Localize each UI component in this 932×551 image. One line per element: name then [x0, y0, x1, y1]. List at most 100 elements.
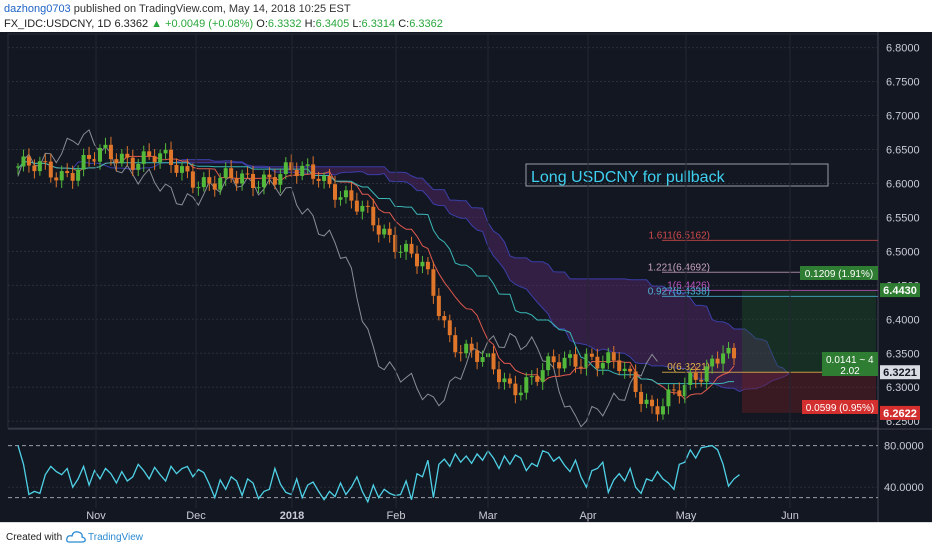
candle-body: [256, 187, 261, 189]
candle-body: [240, 173, 245, 184]
fib-level-label: 1.611(6.5162): [648, 230, 710, 241]
tenkan-line: [17, 155, 735, 401]
candle-body: [387, 228, 392, 235]
candle-body: [316, 178, 321, 181]
candle-body: [726, 347, 731, 354]
symbol-name[interactable]: FX_IDC:USDCNY, 1D: [4, 18, 112, 30]
candle-body: [283, 162, 288, 175]
candle-body: [141, 151, 146, 164]
x-tick-label: Feb: [387, 510, 406, 522]
candle-body: [245, 173, 250, 175]
candle-body: [16, 166, 20, 168]
x-tick-label: Dec: [186, 510, 206, 522]
candle-body: [54, 177, 59, 181]
candle-body: [327, 175, 332, 185]
candle-body: [524, 377, 529, 393]
candle-body: [622, 368, 627, 372]
candle-body: [595, 356, 600, 369]
candle-body: [354, 200, 359, 212]
candle-body: [174, 164, 179, 173]
candle-body: [436, 295, 441, 317]
candle-body: [251, 173, 256, 188]
rsi-tick-label: 80.0000: [884, 441, 924, 453]
tradingview-cloud-icon: [66, 531, 86, 543]
candle-body: [196, 187, 201, 189]
candle-body: [92, 158, 97, 162]
y-tick-label: 6.3000: [886, 382, 920, 394]
price-chart[interactable]: 6.8000 6.7500 6.7000 6.6500 6.6000 6.5500 6.50…: [0, 32, 932, 522]
candle-body: [617, 360, 622, 372]
candle-body: [431, 269, 436, 296]
candle-body: [529, 376, 534, 378]
candle-body: [333, 184, 338, 200]
candle-body: [540, 370, 545, 382]
candle-body: [158, 153, 163, 163]
candle-body: [546, 356, 551, 371]
candle-body: [551, 356, 556, 363]
y-tick-label: 6.7500: [886, 77, 920, 89]
candle-body: [568, 354, 573, 358]
candle-body: [76, 169, 81, 181]
candle-body: [300, 165, 305, 177]
close-label: C:: [398, 18, 410, 30]
x-tick-label: Mar: [479, 510, 498, 522]
target-label: 0.1209 (1.91%): [805, 269, 873, 280]
candle-body: [338, 197, 343, 200]
candle-body: [190, 171, 195, 188]
price-badge-bg: [880, 365, 920, 380]
candle-body: [229, 168, 234, 179]
tradingview-brand[interactable]: TradingView: [88, 532, 144, 543]
candle-body: [305, 164, 310, 166]
candle-body: [136, 163, 141, 170]
candle-body: [562, 357, 567, 369]
candle-body: [535, 376, 540, 382]
candle-body: [114, 159, 119, 164]
stop-label-bg: [802, 400, 878, 414]
candle-body: [480, 357, 485, 362]
candle-body: [453, 335, 458, 353]
candle-body: [163, 149, 168, 154]
high-value: 6.3405: [315, 18, 350, 30]
candle-body: [108, 144, 113, 160]
candle-body: [584, 353, 589, 368]
candle-body: [272, 177, 277, 185]
fib-level-label: 1.221(6.4692): [648, 262, 710, 273]
x-tick-label: Apr: [579, 510, 596, 522]
candle-body: [26, 156, 31, 166]
y-tick-label: 6.4000: [886, 314, 920, 326]
candle-body: [43, 161, 48, 163]
price-badge: 6.4430: [883, 285, 917, 297]
candle-body: [87, 154, 92, 159]
candle-body: [557, 362, 562, 369]
lagging-span-line: [17, 129, 658, 428]
candle-body: [70, 173, 75, 181]
close-value: 6.3362: [409, 18, 443, 30]
candle-body: [322, 175, 327, 181]
candle-body: [365, 205, 370, 207]
candle-body: [382, 228, 387, 235]
candle-body: [201, 177, 206, 188]
publisher-link[interactable]: dazhong0703: [4, 3, 71, 15]
low-value: 6.3314: [361, 18, 396, 30]
candle-body: [409, 243, 414, 254]
kijun-line: [17, 160, 734, 385]
candle-body: [420, 261, 425, 267]
up-arrow-icon: ▲: [151, 18, 163, 30]
candle-body: [311, 164, 316, 179]
candle-body: [404, 243, 409, 252]
candle-body: [606, 352, 611, 364]
candle-body: [464, 343, 469, 354]
chart-header: dazhong0703 published on TradingView.com…: [0, 0, 932, 32]
candle-body: [502, 378, 507, 383]
fib-level-label: 1(6.4426): [667, 280, 710, 291]
open-value: 6.3332: [267, 18, 302, 30]
candle-body: [371, 206, 376, 226]
candle-body: [130, 157, 135, 170]
candle-body: [518, 392, 523, 396]
candle-body: [721, 353, 726, 364]
candle-body: [37, 161, 42, 172]
candle-body: [21, 156, 26, 167]
candle-body: [393, 234, 398, 253]
entry-label-line1: 0.0141 ~ 4: [826, 355, 874, 366]
candle-body: [81, 154, 86, 170]
